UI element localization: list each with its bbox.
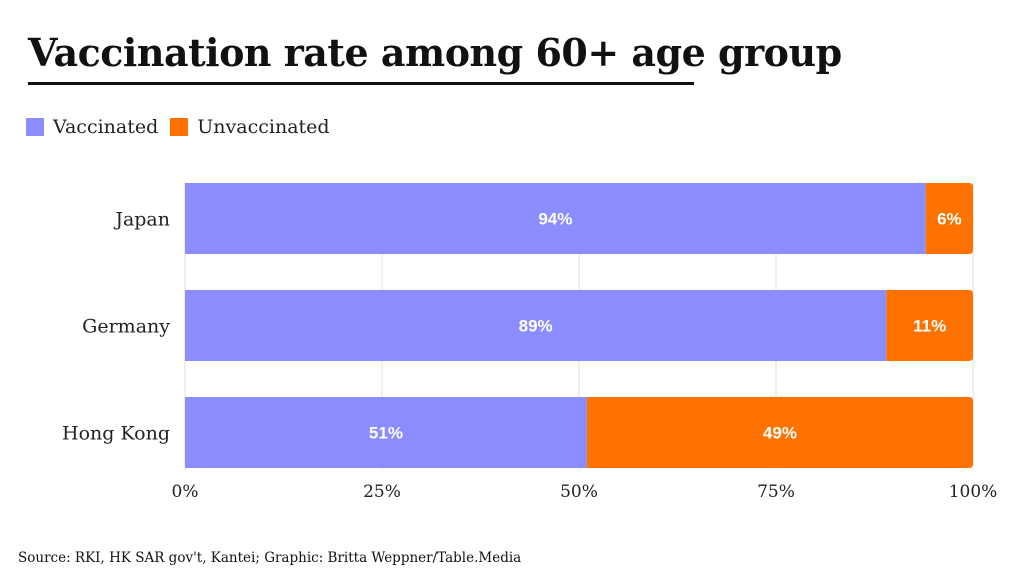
title-underline (28, 82, 694, 85)
category-label-germany: Germany (82, 316, 170, 338)
source-note: Source: RKI, HK SAR gov't, Kantei; Graph… (18, 550, 522, 566)
x-tick-label-2: 50% (560, 482, 598, 502)
bar-vaccinated-hong-kong (185, 397, 587, 468)
x-tick-label-0: 0% (172, 482, 199, 502)
x-tick-label-1: 25% (363, 482, 401, 502)
legend-label-vaccinated: Vaccinated (53, 116, 159, 138)
x-tick-label-4: 100% (949, 482, 998, 502)
bar-unvaccinated-hong-kong (586, 397, 973, 468)
legend-swatch-unvaccinated (170, 118, 189, 136)
legend-item-unvaccinated: Unvaccinated (170, 116, 330, 138)
bar-vaccinated-japan (185, 183, 926, 254)
bar-unvaccinated-japan (925, 183, 973, 254)
legend-item-vaccinated: Vaccinated (26, 116, 158, 138)
category-label-japan: Japan (113, 209, 170, 231)
data-label-vaccinated-germany: 89% (519, 317, 553, 336)
legend: Vaccinated Unvaccinated (26, 116, 342, 138)
bar-vaccinated-germany (185, 290, 887, 361)
chart-title: Vaccination rate among 60+ age group (28, 30, 842, 75)
data-label-unvaccinated-germany: 11% (913, 317, 946, 336)
data-label-unvaccinated-hong-kong: 49% (763, 424, 797, 443)
legend-swatch-vaccinated (26, 118, 44, 136)
data-label-vaccinated-hong-kong: 51% (369, 424, 403, 443)
x-tick-label-3: 75% (757, 482, 795, 502)
data-label-vaccinated-japan: 94% (538, 210, 572, 229)
bar-unvaccinated-germany (886, 290, 973, 361)
data-label-unvaccinated-japan: 6% (937, 210, 962, 229)
legend-label-unvaccinated: Unvaccinated (197, 116, 330, 138)
category-label-hong-kong: Hong Kong (62, 423, 170, 445)
